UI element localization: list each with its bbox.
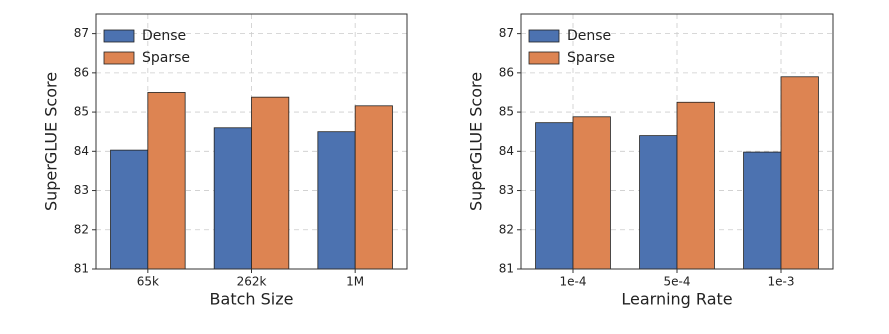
legend-swatch [528, 51, 560, 65]
bar [354, 105, 393, 270]
subplot: 81 82 83 84 85 86 87 1e-4 5e-4 1e-3 Learning Rate S… [467, 13, 834, 309]
legend-label: Dense [567, 28, 611, 44]
legend-label: Sparse [142, 50, 190, 66]
x-tick-label: 262k [237, 275, 267, 289]
legend-swatch [103, 51, 135, 65]
bar [251, 96, 290, 270]
x-tick-label: 1e-4 [560, 275, 587, 289]
bar [535, 122, 574, 270]
legend-swatch [103, 29, 135, 43]
bar [780, 76, 819, 270]
x-tick-label: 1M [346, 275, 364, 289]
y-axis-label: SuperGLUE Score [467, 72, 486, 211]
y-tick-label: 83 [74, 183, 89, 197]
y-tick-label: 81 [499, 262, 514, 276]
y-tick-label: 82 [74, 222, 89, 236]
x-tick-label: 5e-4 [664, 275, 691, 289]
plot-frame [520, 13, 834, 270]
x-axis-label: Learning Rate [621, 290, 732, 309]
y-tick-label: 87 [499, 26, 514, 40]
bar [317, 131, 356, 270]
y-tick-label: 82 [499, 222, 514, 236]
bar [147, 92, 186, 270]
legend-label: Sparse [567, 50, 615, 66]
y-axis-label: SuperGLUE Score [42, 72, 61, 211]
bar [639, 135, 678, 270]
bar [110, 149, 149, 270]
y-tick-label: 85 [74, 105, 89, 119]
y-tick-label: 86 [74, 65, 89, 79]
bar [213, 127, 252, 270]
subplot: 81 82 83 84 85 86 87 65k 262k 1M Batch Size SuperGL… [42, 13, 408, 309]
bar [743, 151, 782, 270]
y-tick-label: 84 [499, 144, 514, 158]
bar [572, 116, 611, 270]
plot-frame [95, 13, 408, 270]
y-tick-label: 86 [499, 65, 514, 79]
x-tick-label: 65k [137, 275, 159, 289]
x-tick-label: 1e-3 [768, 275, 795, 289]
y-tick-label: 81 [74, 262, 89, 276]
legend-swatch [528, 29, 560, 43]
y-tick-label: 85 [499, 105, 514, 119]
y-tick-label: 84 [74, 144, 89, 158]
legend-label: Dense [142, 28, 186, 44]
y-tick-label: 87 [74, 26, 89, 40]
bar [676, 101, 715, 270]
x-axis-label: Batch Size [210, 290, 294, 309]
y-tick-label: 83 [499, 183, 514, 197]
